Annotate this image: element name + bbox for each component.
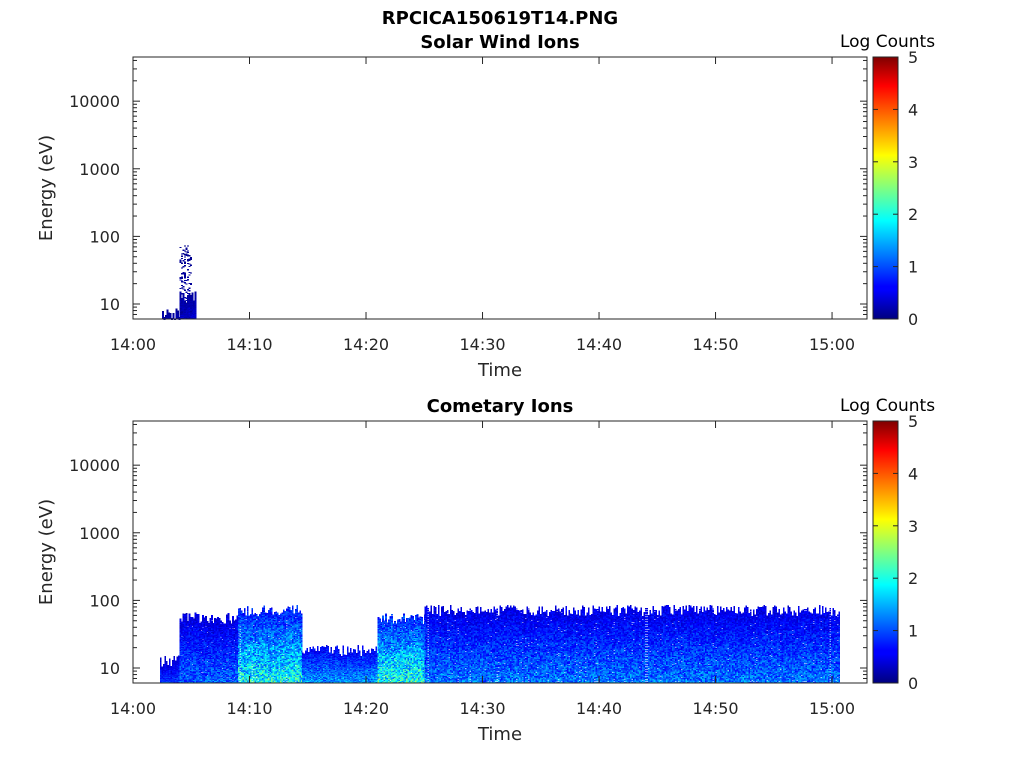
figure-canvas: RPCICA150619T14.PNG Solar Wind Ions Come… (0, 0, 1024, 768)
figure: RPCICA150619T14.PNG Solar Wind Ions Come… (0, 0, 1024, 768)
panel1-title: Solar Wind Ions (420, 32, 579, 53)
data-cell (170, 313, 172, 314)
data-cell (173, 313, 175, 314)
data-cell (177, 311, 179, 312)
spectrogram-cells (162, 246, 196, 320)
data-cell (162, 311, 164, 312)
data-cell (176, 309, 178, 310)
panel2-title: Cometary Ions (427, 396, 574, 417)
figure-title: RPCICA150619T14.PNG (382, 8, 618, 29)
data-cell (167, 310, 169, 311)
